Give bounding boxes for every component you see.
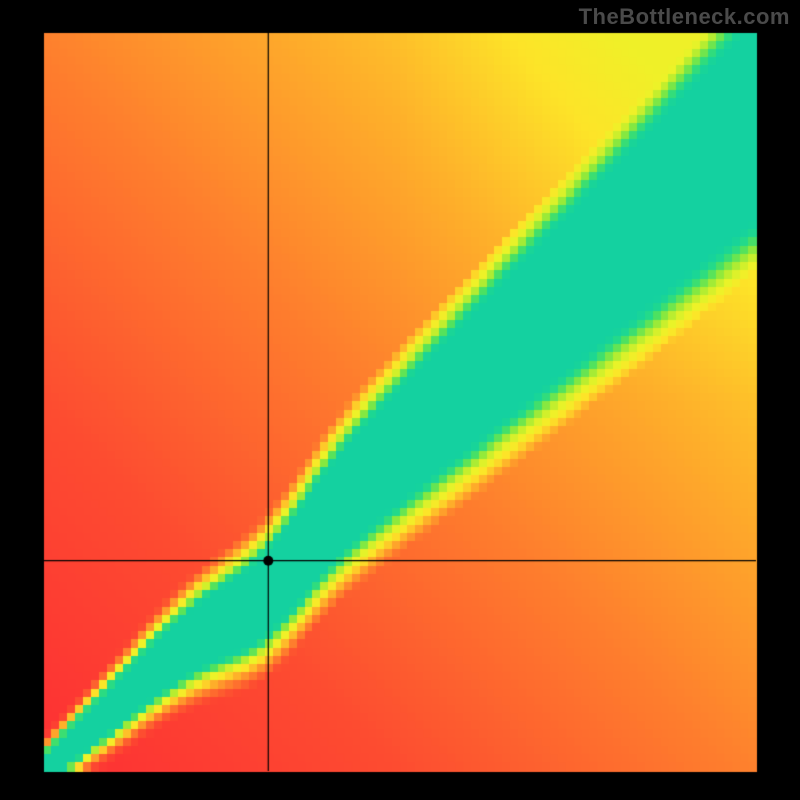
heatmap-canvas bbox=[0, 0, 800, 800]
watermark-text: TheBottleneck.com bbox=[579, 4, 790, 30]
